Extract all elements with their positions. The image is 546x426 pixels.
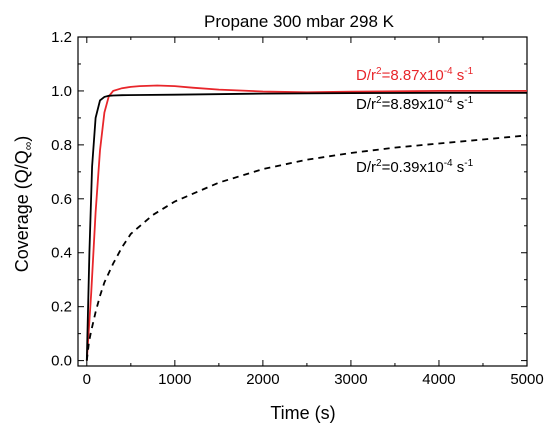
- annotation-exp1: 2: [376, 95, 382, 106]
- annotation-base: D/r: [356, 159, 376, 176]
- x-tick-label: 2000: [246, 371, 279, 388]
- annotation-base: D/r: [356, 67, 376, 84]
- x-tick-label: 1000: [158, 371, 191, 388]
- annotation-exp2: -4: [444, 66, 453, 77]
- x-tick-label: 4000: [422, 371, 455, 388]
- y-axis-title-sub: ∞: [21, 142, 35, 151]
- annotation-exp3: -1: [464, 95, 473, 106]
- x-tick-label: 5000: [510, 371, 543, 388]
- axis-ticks: 0 1000 2000 3000 4000 5000 0.0 0.2 0.4 0.6 0.8 1.0 1…: [51, 29, 544, 388]
- annotations: D/r2=8.87x10-4 s-1D/r2=8.89x10-4 s-1D/r2…: [356, 66, 474, 176]
- plot-border: [77, 36, 528, 367]
- y-axis-title: Coverage (Q/Q∞): [12, 136, 35, 273]
- annotation-exp3: -1: [464, 66, 473, 77]
- plot-frame: [77, 36, 528, 367]
- annotation-exp2: -4: [444, 158, 453, 169]
- y-axis-title-main: Coverage (Q/Q: [12, 150, 32, 272]
- y-axis-title-close: ): [12, 136, 32, 142]
- y-tick-label: 0.6: [51, 191, 72, 208]
- series-group: [85, 84, 528, 361]
- x-tick-label: 0: [83, 371, 91, 388]
- annotation-unit: s: [453, 96, 465, 113]
- x-tick-label: 3000: [334, 371, 367, 388]
- annotation-exp1: 2: [376, 158, 382, 169]
- annotation-mid: =8.89x10: [382, 96, 444, 113]
- annotation-base: D/r: [356, 96, 376, 113]
- series-line-red: [85, 84, 527, 361]
- annotation-unit: s: [453, 67, 465, 84]
- annotation-unit: s: [453, 159, 465, 176]
- y-tick-label: 0.2: [51, 299, 72, 316]
- y-tick-label: 0.0: [51, 353, 72, 370]
- series-line-black-dashed: [85, 134, 528, 361]
- annotation-exp1: 2: [376, 66, 382, 77]
- x-axis-title: Time (s): [270, 403, 335, 423]
- y-tick-label: 1.0: [51, 83, 72, 100]
- annotation-black-dashed-series: D/r2=0.39x10-4 s-1: [356, 158, 474, 176]
- annotation-mid: =8.87x10: [382, 67, 444, 84]
- y-tick-label: 1.2: [51, 29, 72, 46]
- annotation-red-series: D/r2=8.87x10-4 s-1: [356, 66, 474, 84]
- annotation-exp2: -4: [444, 95, 453, 106]
- y-tick-label: 0.4: [51, 245, 72, 262]
- y-tick-label: 0.8: [51, 137, 72, 154]
- annotation-black-solid-series: D/r2=8.89x10-4 s-1: [356, 95, 474, 113]
- series-line-black-solid: [85, 91, 527, 361]
- chart-title: Propane 300 mbar 298 K: [204, 12, 395, 31]
- annotation-mid: =0.39x10: [382, 159, 444, 176]
- annotation-exp3: -1: [464, 158, 473, 169]
